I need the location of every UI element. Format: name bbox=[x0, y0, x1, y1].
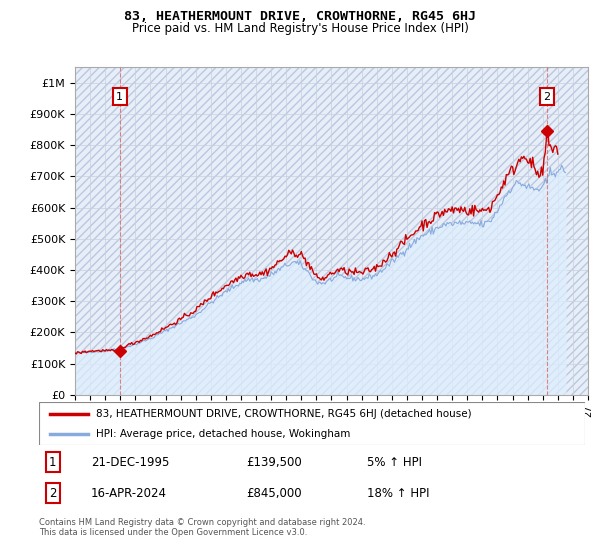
Text: 21-DEC-1995: 21-DEC-1995 bbox=[91, 456, 169, 469]
Text: Price paid vs. HM Land Registry's House Price Index (HPI): Price paid vs. HM Land Registry's House … bbox=[131, 22, 469, 35]
Text: 83, HEATHERMOUNT DRIVE, CROWTHORNE, RG45 6HJ: 83, HEATHERMOUNT DRIVE, CROWTHORNE, RG45… bbox=[124, 10, 476, 23]
Text: 18% ↑ HPI: 18% ↑ HPI bbox=[367, 487, 429, 500]
Text: 5% ↑ HPI: 5% ↑ HPI bbox=[367, 456, 422, 469]
Text: 1: 1 bbox=[116, 92, 124, 102]
Text: 1: 1 bbox=[49, 456, 56, 469]
Text: 16-APR-2024: 16-APR-2024 bbox=[91, 487, 167, 500]
Text: 83, HEATHERMOUNT DRIVE, CROWTHORNE, RG45 6HJ (detached house): 83, HEATHERMOUNT DRIVE, CROWTHORNE, RG45… bbox=[97, 409, 472, 419]
Text: £139,500: £139,500 bbox=[247, 456, 302, 469]
FancyBboxPatch shape bbox=[39, 402, 585, 445]
Text: Contains HM Land Registry data © Crown copyright and database right 2024.
This d: Contains HM Land Registry data © Crown c… bbox=[39, 518, 365, 538]
Text: HPI: Average price, detached house, Wokingham: HPI: Average price, detached house, Woki… bbox=[97, 430, 351, 439]
Text: 2: 2 bbox=[49, 487, 56, 500]
Text: 2: 2 bbox=[544, 92, 551, 102]
Text: £845,000: £845,000 bbox=[247, 487, 302, 500]
